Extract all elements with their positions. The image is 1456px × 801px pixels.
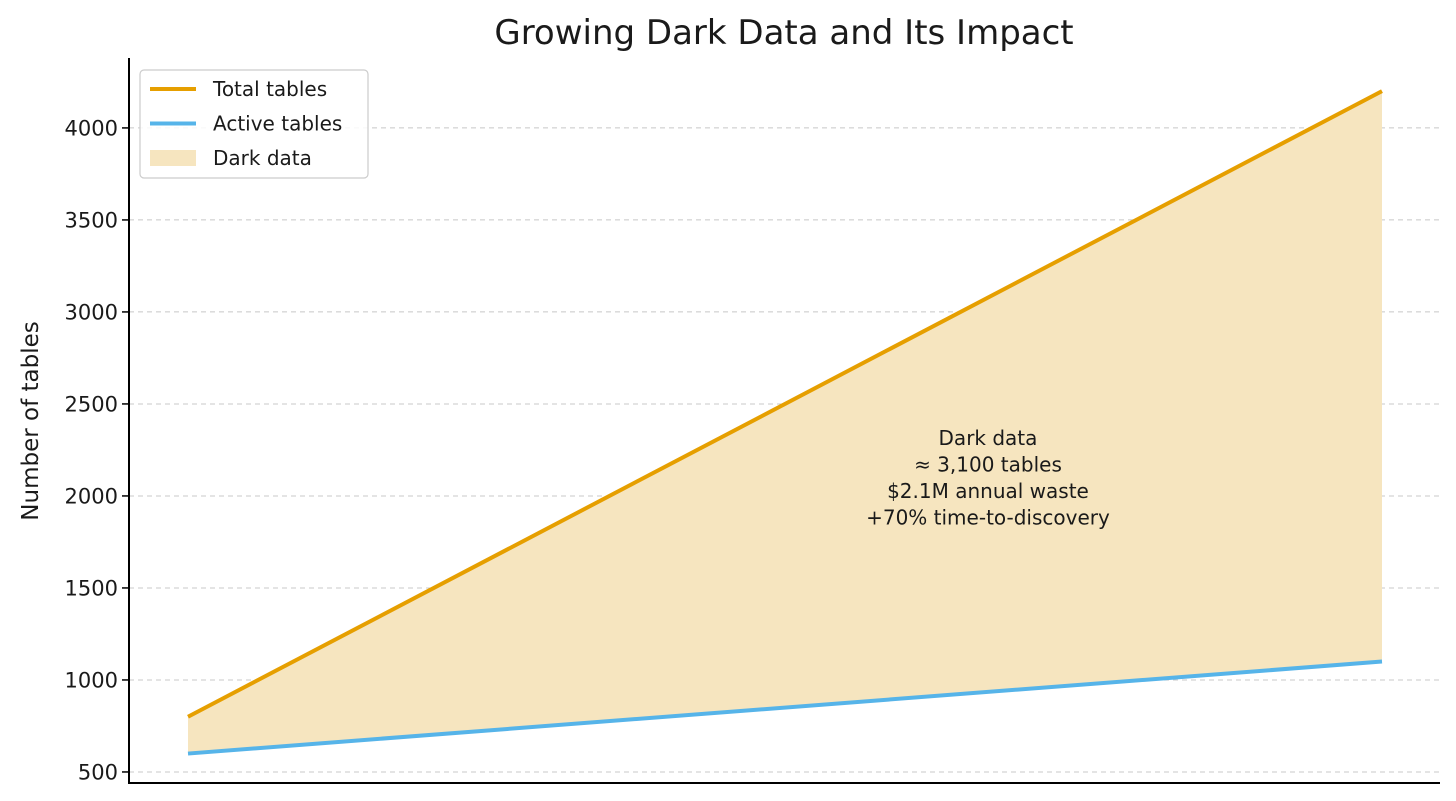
annotation-line: ≈ 3,100 tables <box>914 452 1062 476</box>
legend-swatch <box>150 150 196 166</box>
dark-data-area <box>188 91 1382 754</box>
legend-items: Total tables Active tables Dark data <box>150 77 342 170</box>
y-tick-label: 500 <box>78 760 118 784</box>
y-tick-label: 2500 <box>65 392 118 416</box>
annotation-line: $2.1M annual waste <box>887 479 1089 503</box>
active-tables-line <box>187 659 1383 756</box>
y-tick-label: 3500 <box>65 208 118 232</box>
y-tick-label: 1500 <box>65 576 118 600</box>
chart-title: Growing Dark Data and Its Impact <box>494 13 1073 53</box>
area-layer <box>188 91 1382 754</box>
annotation-line: Dark data <box>939 426 1038 450</box>
legend-label: Total tables <box>212 77 327 101</box>
legend-label: Dark data <box>213 146 312 170</box>
axis-layer: 500 1000 1500 2000 2500 3000 3500 4000 <box>65 58 1440 784</box>
legend-box <box>139 69 369 179</box>
line-layer <box>187 89 1383 756</box>
annotation-line: +70% time-to-discovery <box>866 505 1110 529</box>
y-tick-label: 2000 <box>65 484 118 508</box>
y-tick-label: 4000 <box>65 116 118 140</box>
y-tick-label: 3000 <box>65 300 118 324</box>
y-tick-label: 1000 <box>65 668 118 692</box>
y-axis-label: Number of tables <box>18 321 44 520</box>
total-tables-line <box>187 89 1383 719</box>
dark-data-annotation: Dark data≈ 3,100 tables $2.1M annual wast… <box>866 426 1110 530</box>
legend-label: Active tables <box>213 112 342 136</box>
legend: Total tables Active tables Dark data <box>139 69 369 179</box>
